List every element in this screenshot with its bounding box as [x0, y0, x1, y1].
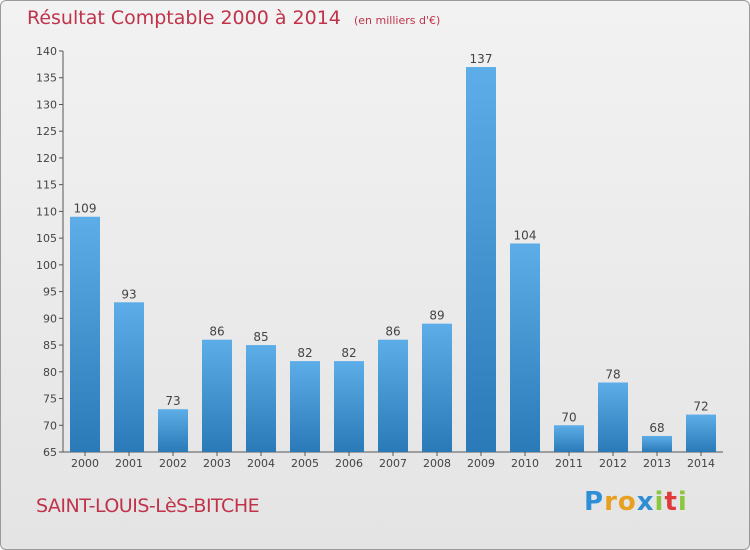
bar-2006: [334, 361, 364, 452]
y-tick-label: 140: [36, 45, 57, 58]
y-tick-label: 135: [36, 72, 57, 85]
x-tick-label: 2005: [291, 457, 319, 470]
data-label-2014: 72: [693, 400, 708, 414]
data-label-2011: 70: [561, 410, 576, 424]
data-label-2003: 86: [209, 325, 224, 339]
x-tick-label: 2013: [643, 457, 671, 470]
bar-2012: [598, 382, 628, 452]
bar-2013: [642, 435, 672, 452]
data-label-2006: 82: [341, 346, 356, 360]
y-tick-label: 100: [36, 259, 57, 272]
logo-letter: r: [604, 487, 618, 517]
data-label-2000: 109: [74, 202, 97, 216]
bar-2005: [290, 361, 320, 452]
bar-2007: [378, 339, 408, 452]
bar-2009: [466, 67, 496, 452]
x-tick-label: 2001: [115, 457, 143, 470]
y-tick-label: 70: [43, 419, 57, 432]
title-row: Résultat Comptable 2000 à 2014 (en milli…: [27, 7, 440, 29]
data-label-2013: 68: [649, 421, 664, 435]
data-label-2008: 89: [429, 309, 444, 323]
x-tick-label: 2010: [511, 457, 539, 470]
data-label-2002: 73: [165, 394, 180, 408]
bars: [70, 67, 716, 452]
y-tick-label: 90: [43, 312, 57, 325]
x-tick-label: 2003: [203, 457, 231, 470]
x-tick-label: 2000: [71, 457, 99, 470]
bar-2008: [422, 323, 452, 452]
logo-letter: t: [664, 487, 678, 517]
y-tick-label: 65: [43, 446, 57, 459]
y-tick-label: 105: [36, 232, 57, 245]
logo-letter: i: [654, 487, 665, 517]
bar-2000: [70, 216, 100, 452]
x-tick-label: 2009: [467, 457, 495, 470]
proxiti-logo: Proxiti: [584, 487, 688, 517]
x-tick-label: 2002: [159, 457, 187, 470]
data-label-2012: 78: [605, 367, 620, 381]
x-tick-label: 2008: [423, 457, 451, 470]
y-tick-label: 85: [43, 339, 57, 352]
x-tick-label: 2014: [687, 457, 715, 470]
data-label-2007: 86: [385, 325, 400, 339]
logo-letter: i: [677, 487, 688, 517]
bar-2002: [158, 409, 188, 452]
y-tick-label: 120: [36, 152, 57, 165]
bar-2010: [510, 243, 540, 452]
y-tick-label: 130: [36, 98, 57, 111]
y-tick-label: 115: [36, 179, 57, 192]
logo-letter: x: [636, 487, 655, 517]
bar-2014: [686, 414, 716, 452]
data-label-2004: 85: [253, 330, 268, 344]
x-tick-label: 2004: [247, 457, 275, 470]
bar-2001: [114, 302, 144, 452]
y-tick-label: 75: [43, 393, 57, 406]
data-label-2010: 104: [514, 228, 537, 242]
bar-2004: [246, 345, 276, 452]
chart-title: Résultat Comptable 2000 à 2014: [27, 7, 341, 29]
x-tick-label: 2007: [379, 457, 407, 470]
y-tick-label: 95: [43, 286, 57, 299]
x-tick-label: 2011: [555, 457, 583, 470]
data-label-2009: 137: [470, 52, 493, 66]
data-labels: 109 93 73 86 85 82 82 86 89 137 104 70 78 68 72: [74, 52, 709, 435]
x-tick-label: 2012: [599, 457, 627, 470]
logo-letter: o: [617, 487, 637, 517]
bar-2003: [202, 339, 232, 452]
data-label-2005: 82: [297, 346, 312, 360]
y-tick-label: 80: [43, 366, 57, 379]
x-tick-label: 2006: [335, 457, 363, 470]
logo-letter: P: [584, 487, 605, 517]
y-tick-label: 125: [36, 125, 57, 138]
bar-2011: [554, 425, 584, 452]
data-label-2001: 93: [121, 287, 136, 301]
chart-subtitle: (en milliers d'€): [353, 14, 441, 27]
commune-name: SAINT-LOUIS-LèS-BITCHE: [36, 495, 260, 517]
y-tick-label: 110: [36, 205, 57, 218]
